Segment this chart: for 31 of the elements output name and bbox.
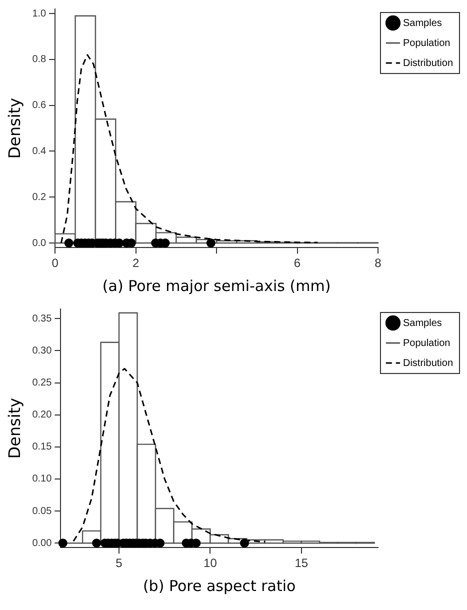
y-tick-label: 0.6 [32, 100, 47, 112]
y-tick-label: 0.15 [32, 442, 52, 453]
x-tick-label: 15 [294, 556, 308, 570]
x-axis-title: (a) Pore major semi-axis (mm) [102, 276, 331, 295]
y-tick-label: 0.35 [32, 313, 52, 324]
y-tick-label: 0.0 [32, 238, 47, 249]
y-tick-label: 0.30 [32, 345, 52, 356]
y-tick-label: 0.25 [32, 378, 52, 389]
legend-label: Distribution [402, 58, 454, 69]
legend-label: Population [402, 38, 450, 49]
y-tick-label: 0.00 [32, 538, 52, 549]
y-axis-title: Density [4, 98, 24, 159]
legend-label: Samples [402, 318, 442, 329]
y-tick-label: 1.0 [32, 8, 47, 20]
x-tick-label: 10 [204, 556, 218, 570]
legend-label: Samples [402, 18, 442, 29]
x-tick-label: 6 [294, 256, 301, 270]
x-axis-title: (b) Pore aspect ratio [142, 576, 296, 595]
legend-label: Distribution [402, 358, 454, 369]
y-tick-label: 0.4 [32, 146, 47, 157]
y-tick-label: 0.20 [32, 410, 52, 421]
y-tick-label: 0.10 [32, 474, 52, 485]
x-tick-label: 0 [52, 256, 59, 270]
x-tick-label: 5 [116, 556, 123, 570]
y-tick-label: 0.05 [32, 506, 52, 517]
x-tick-label: 8 [374, 256, 382, 270]
legend-label: Population [402, 338, 450, 349]
x-tick-label: 2 [132, 256, 140, 270]
y-tick-label: 0.2 [32, 192, 47, 203]
y-axis-title: Density [4, 398, 24, 459]
y-tick-label: 0.8 [32, 54, 47, 66]
